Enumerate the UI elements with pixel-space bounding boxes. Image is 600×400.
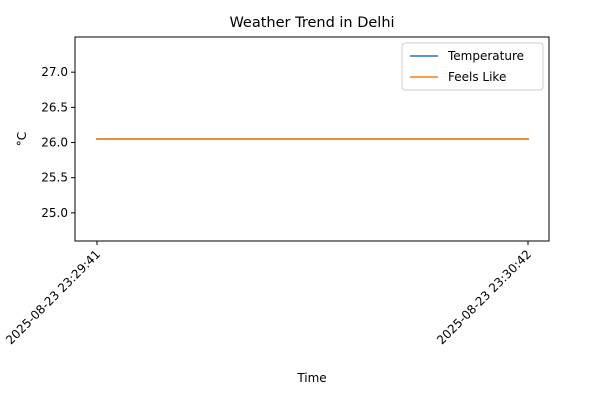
y-tick-label: 27.0 [41, 65, 68, 79]
y-axis-label: °C [15, 132, 29, 146]
chart-title: Weather Trend in Delhi [229, 15, 394, 31]
y-tick-label: 25.5 [41, 171, 68, 185]
legend-box [401, 42, 544, 91]
y-tick-label: 26.0 [41, 136, 68, 150]
plot-frame [74, 36, 550, 242]
legend: Temperature Feels Like [401, 42, 544, 91]
y-tick-label: 25.0 [41, 206, 68, 220]
y-axis-ticks: 25.0 25.5 26.0 26.5 27.0 [41, 65, 75, 220]
y-tick-label: 26.5 [41, 100, 68, 114]
legend-label: Temperature [447, 49, 524, 63]
x-axis-label: Time [296, 371, 326, 385]
legend-label: Feels Like [448, 70, 506, 84]
